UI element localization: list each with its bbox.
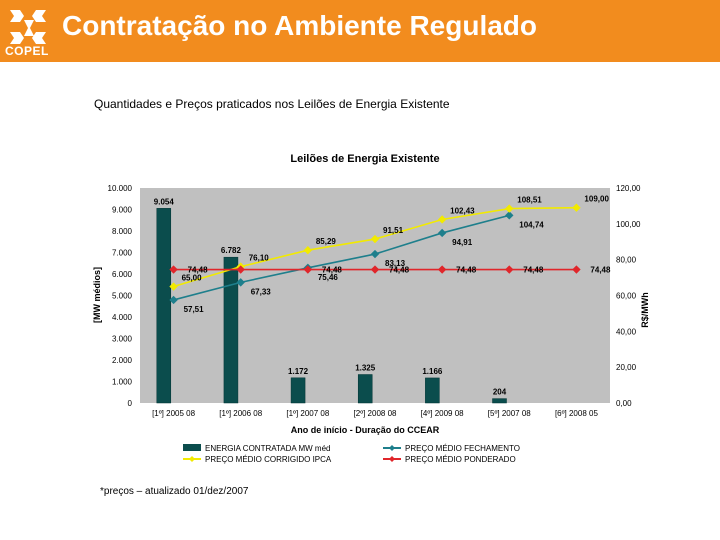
x-tick-label: [6º] 2008 05 [555,409,599,418]
y-tick-label: 9.000 [112,206,133,215]
y-tick-label: 4.000 [112,313,133,322]
line-data-label: 74,48 [322,266,343,275]
copel-logo-icon [10,10,46,44]
y-tick-label: 5.000 [112,292,133,301]
y-axis-label: [MW médios] [92,267,102,323]
page-subtitle: Quantidades e Preços praticados nos Leil… [94,97,450,111]
line-data-label: 104,74 [519,220,544,229]
line-data-label: 109,00 [584,195,609,204]
y2-tick-label: 100,00 [616,220,641,229]
line-data-label: 94,91 [452,238,473,247]
line-data-label: 65,00 [182,274,203,283]
series-point [370,249,380,259]
line-data-label: 91,51 [383,226,404,235]
line-data-label: 74,48 [456,266,477,275]
line-data-label: 75,46 [318,273,339,282]
y2-tick-label: 120,00 [616,184,641,193]
y2-tick-label: 80,00 [616,256,637,265]
legend-label: PREÇO MÉDIO PONDERADO [405,455,516,464]
y-tick-label: 0 [128,399,133,408]
bar-data-label: 9.054 [154,197,175,206]
bar [492,398,507,404]
y-tick-label: 10.000 [108,184,133,193]
chart-title: Leilões de Energia Existente [290,153,439,165]
series-point [505,211,514,220]
bar [223,256,239,404]
y-tick-label: 3.000 [112,335,133,344]
line-data-label: 74,48 [590,266,611,275]
bar [156,208,172,404]
y2-axis-label: R$/MWh [640,292,650,328]
bar-data-label: 1.166 [422,367,443,376]
x-tick-label: [1º] 2007 08 [286,409,330,418]
y2-tick-label: 60,00 [616,292,637,301]
legend-marker [389,445,395,451]
bar [290,377,306,404]
line-data-label: 74,48 [188,266,209,275]
footnote: *preços – atualizado 01/dez/2007 [100,486,249,497]
line-data-label: 85,29 [316,237,337,246]
series-point [437,228,447,238]
series-point [572,203,581,212]
x-axis-label: Ano de início - Duração do CCEAR [291,425,440,435]
plot-area [140,188,610,403]
line-data-label: 108,51 [517,196,542,205]
bar-data-label: 6.782 [221,246,242,255]
header-bar [0,0,720,62]
line-data-label: 67,33 [251,287,272,296]
bar-data-label: 204 [493,388,507,397]
series-point [236,265,245,274]
y-tick-label: 6.000 [112,270,133,279]
series-point [169,282,178,291]
series-point [236,278,245,287]
bar [357,374,373,404]
line-data-label: 74,48 [523,266,544,275]
x-tick-label: [1º] 2006 08 [219,409,263,418]
series-point [169,295,178,305]
x-tick-label: [5º] 2007 08 [488,409,532,418]
legend-label: PREÇO MÉDIO FECHAMENTO [405,444,520,453]
y2-tick-label: 20,00 [616,363,637,372]
line-data-label: 102,43 [450,206,475,215]
series-point [437,265,447,274]
legend-label: ENERGIA CONTRATADA MW méd [205,444,331,453]
y2-tick-label: 0,00 [616,399,632,408]
line-data-label: 57,51 [184,305,205,314]
x-tick-label: [2º] 2008 08 [354,409,398,418]
bar-data-label: 1.172 [288,367,309,376]
y-tick-label: 7.000 [112,249,133,258]
legend-marker [389,456,395,462]
legend-swatch [183,444,201,451]
bar [425,377,440,404]
page-title: Contratação no Ambiente Regulado [62,10,538,41]
legend-marker [189,456,195,462]
series-point [303,265,313,274]
series-line [173,214,510,301]
line-data-label: 74,48 [389,266,410,275]
series-point [437,215,447,224]
y-tick-label: 1.000 [112,378,133,387]
series-point [303,245,313,255]
bar-data-label: 1.325 [355,364,376,373]
series-point [572,265,581,274]
series-point [370,265,380,274]
line-data-label: 76,10 [249,254,270,263]
x-tick-label: [1º] 2005 08 [152,409,196,418]
logo-text: COPEL [5,44,49,58]
y-tick-label: 2.000 [112,356,133,365]
legend-label: PREÇO MÉDIO CORRIGIDO IPCA [205,455,332,464]
y-tick-label: 8.000 [112,227,133,236]
series-point [370,234,380,244]
x-tick-label: [4º] 2009 08 [421,409,465,418]
series-point [169,265,178,274]
series-point [505,265,514,274]
y2-tick-label: 40,00 [616,327,637,336]
series-point [505,204,514,213]
line-data-label: 83,13 [385,259,406,268]
